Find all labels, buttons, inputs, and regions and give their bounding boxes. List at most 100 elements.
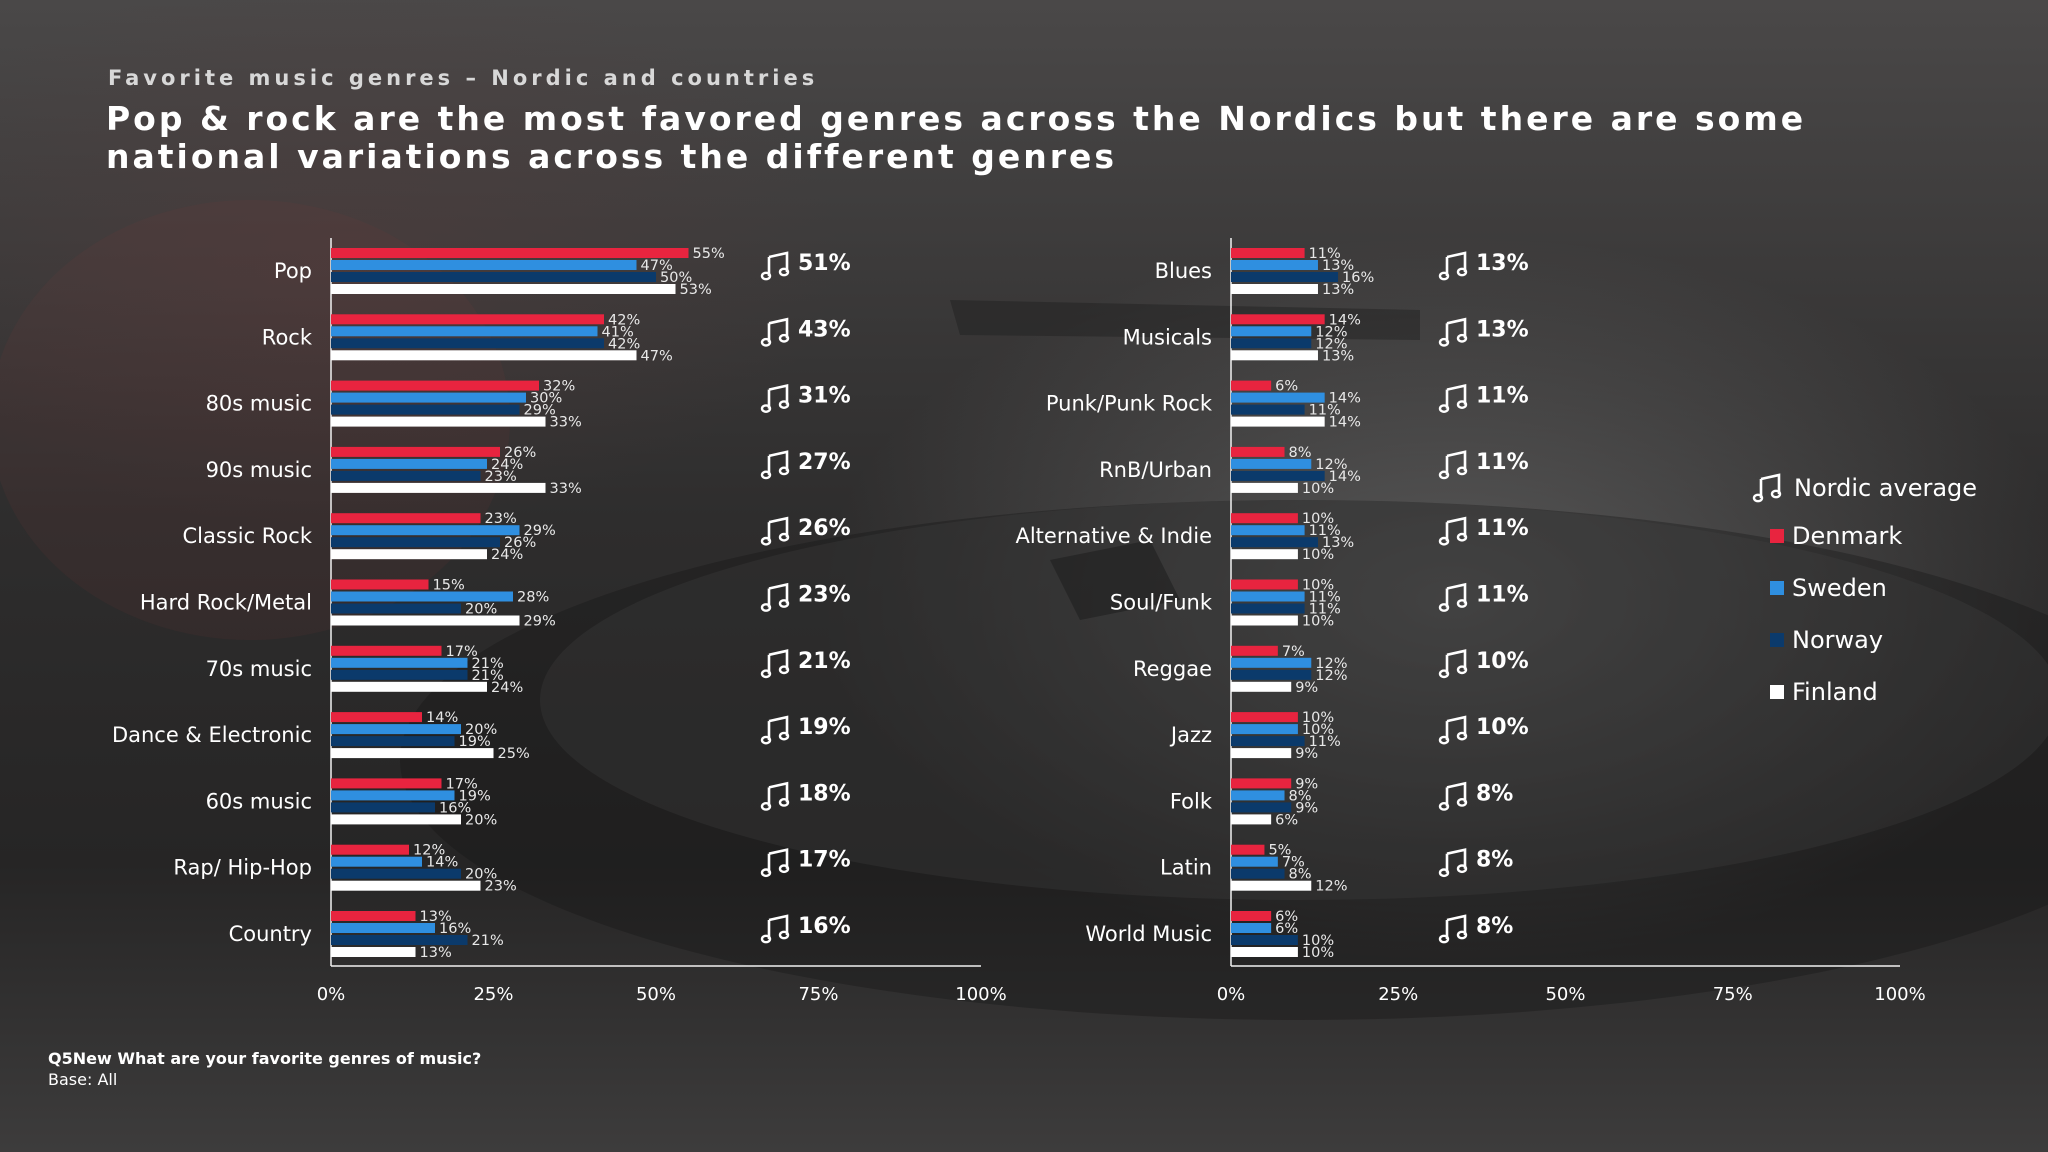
value-label-finland-folk: 6% <box>1275 812 1298 828</box>
value-label-norway-hard-rock-metal: 20% <box>465 602 497 618</box>
x-tick-label-1: 50% <box>1545 984 1585 1005</box>
music-note-icon <box>760 715 790 745</box>
category-label-musicals: Musicals <box>1123 325 1212 349</box>
bar-finland-rock <box>331 350 637 361</box>
bar-denmark-rnb-urban <box>1231 446 1285 457</box>
bar-norway-70s-music <box>331 669 468 680</box>
category-label-80s-music: 80s music <box>206 392 312 416</box>
music-note-icon <box>760 450 790 480</box>
value-label-norway-rap-hip-hop: 20% <box>465 867 497 883</box>
bar-finland-punk-punk-rock <box>1231 416 1325 427</box>
bar-finland-musicals <box>1231 350 1318 361</box>
bar-finland-pop <box>331 284 676 294</box>
bar-norway-hard-rock-metal <box>331 603 461 614</box>
bar-denmark-alternative-indie <box>1231 513 1298 524</box>
value-label-denmark-rap-hip-hop: 12% <box>413 843 445 859</box>
bar-norway-jazz <box>1231 736 1305 747</box>
value-label-finland-world-music: 10% <box>1302 945 1334 961</box>
value-label-finland-alternative-indie: 10% <box>1302 547 1334 563</box>
bar-denmark-dance-electronic <box>331 712 422 723</box>
category-label-world-music: World Music <box>1085 922 1212 946</box>
value-label-finland-soul-funk: 10% <box>1302 614 1334 630</box>
value-label-norway-rnb-urban: 14% <box>1329 469 1361 485</box>
bar-denmark-country <box>331 911 416 921</box>
value-label-norway-jazz: 11% <box>1309 734 1341 750</box>
value-label-finland-musicals: 13% <box>1322 348 1354 364</box>
bar-norway-alternative-indie <box>1231 537 1318 548</box>
category-label-60s-music: 60s music <box>206 789 312 813</box>
legend-swatch-finland <box>1770 685 1784 699</box>
value-label-denmark-alternative-indie: 10% <box>1302 511 1334 527</box>
bar-sweden-70s-music <box>331 657 468 668</box>
bar-denmark-latin <box>1231 844 1265 855</box>
legend-label-finland: Finland <box>1792 678 1878 706</box>
legend-label-sweden: Sweden <box>1792 574 1887 602</box>
bar-norway-rnb-urban <box>1231 470 1325 481</box>
value-label-denmark-dance-electronic: 14% <box>426 710 458 726</box>
nordic-average-value-pop: 51% <box>798 251 851 276</box>
bar-finland-soul-funk <box>1231 615 1298 626</box>
nordic-average-value-alternative-indie: 11% <box>1476 516 1529 541</box>
value-label-sweden-punk-punk-rock: 14% <box>1329 391 1361 407</box>
nordic-average-value-reggae: 10% <box>1476 649 1529 674</box>
bar-denmark-folk <box>1231 778 1292 789</box>
music-note-icon <box>1438 383 1468 414</box>
category-label-classic-rock: Classic Rock <box>182 524 312 548</box>
bar-sweden-world-music <box>1231 923 1272 933</box>
music-note-icon <box>760 649 790 679</box>
bar-finland-latin <box>1231 880 1312 891</box>
footnote: Q5New What are your favorite genres of m… <box>48 1048 481 1090</box>
x-tick-label-0: 50% <box>636 984 676 1005</box>
value-label-finland-hard-rock-metal: 29% <box>524 614 556 630</box>
bar-norway-pop <box>331 272 656 282</box>
bar-denmark-70s-music <box>331 645 442 656</box>
value-label-denmark-musicals: 14% <box>1329 312 1361 328</box>
value-label-finland-dance-electronic: 25% <box>498 746 530 762</box>
music-note-icon <box>1438 251 1468 281</box>
nordic-average-value-musicals: 13% <box>1476 317 1529 342</box>
category-label-blues: Blues <box>1155 259 1212 283</box>
category-label-90s-music: 90s music <box>206 458 312 482</box>
bar-finland-60s-music <box>331 814 461 825</box>
value-label-finland-country: 13% <box>420 945 452 961</box>
bar-denmark-blues <box>1231 248 1305 258</box>
bar-sweden-rnb-urban <box>1231 458 1312 469</box>
x-tick-label-0: 0% <box>317 984 346 1005</box>
bar-denmark-90s-music <box>331 446 500 457</box>
music-note-icon <box>760 781 790 811</box>
bar-finland-classic-rock <box>331 549 487 560</box>
chart-subtitle: Favorite music genres – Nordic and count… <box>108 66 819 90</box>
category-label-pop: Pop <box>274 259 312 283</box>
bar-sweden-soul-funk <box>1231 591 1305 602</box>
bar-norway-folk <box>1231 802 1292 813</box>
bar-finland-blues <box>1231 284 1318 294</box>
bar-finland-rnb-urban <box>1231 482 1298 493</box>
value-label-norway-blues: 16% <box>1342 270 1374 286</box>
legend-label-nordic-average: Nordic average <box>1794 474 1978 502</box>
value-label-denmark-60s-music: 17% <box>446 776 478 792</box>
bar-finland-jazz <box>1231 748 1292 759</box>
value-label-denmark-soul-funk: 10% <box>1302 578 1334 594</box>
chart-title: Pop & rock are the most favored genres a… <box>106 99 1807 176</box>
bar-sweden-folk <box>1231 790 1285 801</box>
music-note-icon <box>760 848 790 878</box>
bar-sweden-country <box>331 923 435 933</box>
nordic-average-value-soul-funk: 11% <box>1476 583 1529 608</box>
value-label-sweden-latin: 7% <box>1282 855 1305 871</box>
music-note-icon <box>1438 914 1468 944</box>
music-note-icon <box>760 317 790 347</box>
value-label-norway-alternative-indie: 13% <box>1322 535 1354 551</box>
bar-sweden-rock <box>331 326 598 337</box>
bar-denmark-rap-hip-hop <box>331 844 409 855</box>
value-label-sweden-hard-rock-metal: 28% <box>517 590 549 606</box>
bar-finland-80s-music <box>331 416 546 427</box>
bar-finland-folk <box>1231 814 1272 825</box>
legend-label-norway: Norway <box>1792 626 1884 654</box>
nordic-average-value-folk: 8% <box>1476 781 1513 806</box>
bar-finland-hard-rock-metal <box>331 615 520 626</box>
legend-item-nordic-average: Nordic average <box>1752 472 1977 504</box>
music-note-icon <box>1752 473 1782 503</box>
bar-sweden-rap-hip-hop <box>331 856 422 867</box>
category-label-punk-punk-rock: Punk/Punk Rock <box>1046 392 1213 416</box>
